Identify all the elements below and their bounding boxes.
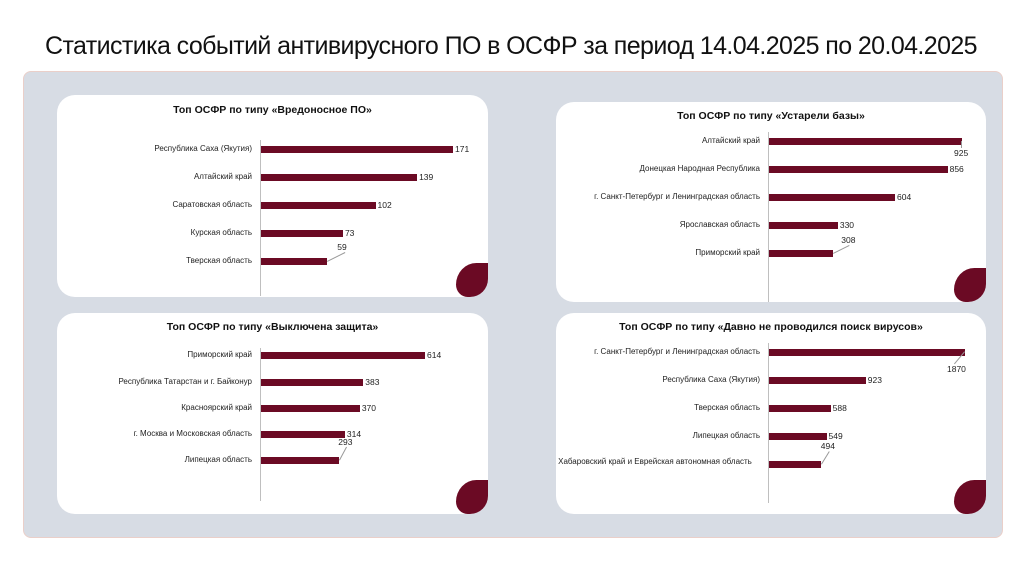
- corner-decoration: [456, 480, 488, 514]
- leader-line: [820, 451, 830, 465]
- leader-line: [833, 245, 850, 254]
- category-label: Алтайский край: [193, 172, 252, 181]
- bar: [769, 405, 831, 412]
- chart-title: Топ ОСФР по типу «Устарели базы»: [677, 110, 865, 122]
- category-label: Курская область: [190, 228, 252, 237]
- bar: [261, 379, 364, 386]
- category-label: Алтайский край: [701, 136, 760, 145]
- category-label: Липецкая область: [692, 431, 760, 440]
- bar: [261, 230, 343, 237]
- chart-title: Топ ОСФР по типу «Давно не проводился по…: [619, 321, 923, 333]
- category-label: Тверская область: [186, 256, 252, 265]
- category-label: Ярославская область: [679, 220, 760, 229]
- bar: [769, 222, 838, 229]
- corner-decoration: [954, 480, 986, 514]
- chart-title: Топ ОСФР по типу «Выключена защита»: [166, 321, 379, 333]
- data-label: 330: [839, 220, 855, 230]
- slide-title: Статистика событий антивирусного ПО в ОС…: [45, 32, 978, 60]
- category-label: г. Санкт-Петербург и Ленинградская облас…: [594, 347, 760, 356]
- data-label: 856: [949, 164, 964, 174]
- category-label: Приморский край: [695, 248, 760, 257]
- chart-title: Топ ОСФР по типу «Вредоносное ПО»: [173, 104, 372, 116]
- chart-panel-no-scan: Топ ОСФР по типу «Давно не проводился по…: [556, 313, 986, 514]
- corner-decoration: [456, 263, 488, 297]
- data-label: 73: [344, 228, 355, 238]
- data-label: 102: [377, 200, 392, 210]
- y-axis-line: [260, 348, 261, 501]
- chart-panel-malware: Топ ОСФР по типу «Вредоносное ПО» Респуб…: [57, 95, 488, 297]
- data-label: 308: [841, 235, 856, 245]
- category-label: Приморский край: [187, 350, 252, 359]
- bar: [769, 138, 962, 145]
- category-label: Тверская область: [694, 403, 760, 412]
- data-label: 549: [828, 431, 843, 441]
- bar: [769, 194, 896, 201]
- category-label: Республика Татарстан и г. Байконур: [118, 377, 252, 386]
- bar: [261, 405, 360, 412]
- data-label: 588: [832, 403, 847, 413]
- bar: [261, 431, 345, 438]
- bar: [261, 174, 418, 181]
- category-label: Хабаровский край и Еврейская автономная …: [558, 457, 752, 466]
- bar: [769, 166, 948, 173]
- y-axis-line: [768, 132, 769, 302]
- bar: [769, 377, 866, 384]
- y-axis-line: [260, 140, 261, 296]
- bar: [769, 250, 834, 257]
- data-label: 59: [337, 242, 347, 252]
- category-label: Липецкая область: [184, 455, 252, 464]
- bar: [261, 146, 453, 153]
- data-label: 383: [365, 377, 380, 387]
- category-label: Республика Саха (Якутия): [662, 375, 760, 384]
- chart-panel-outdated-bases: Топ ОСФР по типу «Устарели базы» Алтайск…: [556, 102, 986, 302]
- data-label: 171: [455, 144, 470, 154]
- category-label: г. Москва и Московская область: [133, 429, 252, 438]
- corner-decoration: [954, 268, 986, 302]
- bar: [769, 433, 827, 440]
- bar: [261, 258, 328, 265]
- data-label: 293: [338, 437, 353, 447]
- bar: [261, 352, 425, 359]
- category-label: Красноярский край: [181, 403, 252, 412]
- category-label: Республика Саха (Якутия): [154, 144, 252, 153]
- data-label: 370: [361, 403, 376, 413]
- data-label: 1870: [947, 364, 966, 374]
- data-label: 139: [419, 172, 434, 182]
- data-label: 614: [427, 350, 442, 360]
- bar: [769, 349, 965, 356]
- data-label: 925: [954, 148, 969, 158]
- data-label: 494: [820, 441, 835, 451]
- bar: [261, 457, 340, 464]
- data-label: 314: [346, 429, 362, 439]
- leader-line: [339, 447, 348, 461]
- category-label: г. Санкт-Петербург и Ленинградская облас…: [594, 192, 760, 201]
- category-label: Саратовская область: [172, 200, 252, 209]
- data-label: 923: [867, 375, 882, 385]
- leader-line: [961, 141, 962, 148]
- bar: [769, 461, 821, 468]
- data-label: 604: [897, 192, 912, 202]
- chart-panel-protection-off: Топ ОСФР по типу «Выключена защита» Прим…: [57, 313, 488, 514]
- y-axis-line: [768, 343, 769, 503]
- bar: [261, 202, 376, 209]
- leader-line: [327, 252, 346, 262]
- category-label: Донецкая Народная Республика: [639, 164, 760, 173]
